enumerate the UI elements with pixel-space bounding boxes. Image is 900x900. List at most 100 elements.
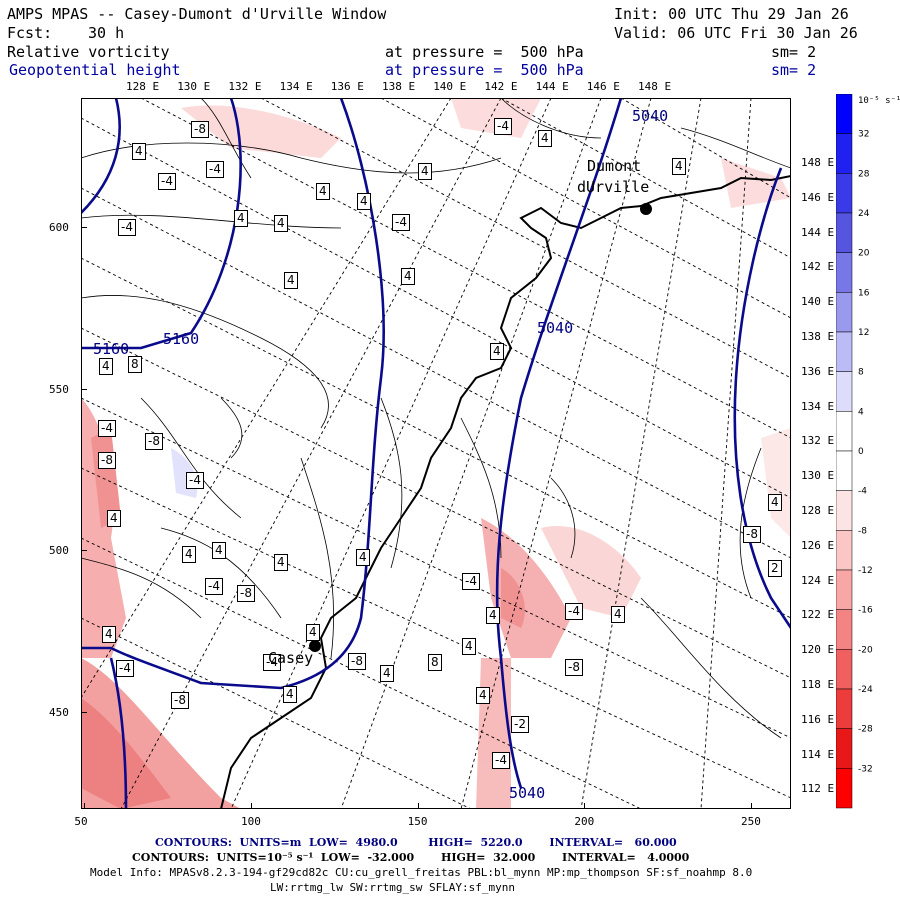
vorticity-contour-label: -4 xyxy=(565,603,583,620)
field2-level: at pressure = 500 hPa xyxy=(385,61,584,79)
right-longitude-label: 112 E xyxy=(801,782,835,796)
colorbar: 32 28 24 20 16 12 8 4 0 -4 -8 -12 -16 -20 -24 -28 -32 xyxy=(836,94,873,809)
vorticity-contour-label: 4 xyxy=(99,358,113,375)
vorticity-contour-label: 4 xyxy=(182,546,196,563)
y-tick-label: 550 xyxy=(49,382,69,396)
right-longitude-label: 114 E xyxy=(801,747,835,761)
top-longitude-label: 132 E xyxy=(228,80,262,93)
vorticity-contour-label: 4 xyxy=(476,687,490,704)
field1-level: at pressure = 500 hPa xyxy=(385,43,584,61)
colorbar-swatch xyxy=(836,609,853,650)
vorticity-contour-label: -8 xyxy=(743,526,761,543)
top-longitude-label: 130 E xyxy=(177,80,211,93)
vorticity-contour-label: 4 xyxy=(490,343,504,360)
top-longitude-label: 142 E xyxy=(484,80,518,93)
vorticity-contour-label: 4 xyxy=(486,607,500,624)
height-label: 5160 xyxy=(93,340,130,358)
colorbar-swatch xyxy=(836,133,853,174)
colorbar-level-label: -32 xyxy=(858,764,873,774)
vorticity-contour-label: -4 xyxy=(206,161,224,178)
vorticity-contour-label: 4 xyxy=(107,510,121,527)
colorbar-swatch xyxy=(836,173,853,214)
colorbar-swatch xyxy=(836,688,853,729)
y-tick-label: 500 xyxy=(49,544,69,558)
vorticity-contour-label: 4 xyxy=(672,158,686,175)
forecast-label: Fcst: xyxy=(7,24,53,42)
vorticity-contour-label: 8 xyxy=(428,654,442,671)
x-tick-label: 100 xyxy=(241,815,261,828)
top-longitude-label: 136 E xyxy=(330,80,364,93)
vorticity-contour-label: 4 xyxy=(418,163,432,180)
footer-height-contours: CONTOURS: UNITS=m LOW= 4980.0 HIGH= 5220… xyxy=(155,836,677,849)
init-time: Init: 00 UTC Thu 29 Jan 26 xyxy=(614,5,849,23)
right-longitude-label: 118 E xyxy=(801,678,835,691)
right-longitude-label: 124 E xyxy=(801,573,835,587)
vorticity-contour-label: -4 xyxy=(263,654,281,671)
right-longitude-label: 120 E xyxy=(801,643,835,657)
colorbar-swatch xyxy=(836,292,853,333)
x-tick-label: 50 xyxy=(74,815,88,828)
chart-title: AMPS MPAS -- Casey-Dumont d'Urville Wind… xyxy=(7,5,387,23)
colorbar-swatch xyxy=(836,411,853,452)
right-longitude-label: 132 E xyxy=(801,434,835,448)
y-tick-mark xyxy=(81,227,87,229)
y-tick-label: 600 xyxy=(49,221,69,235)
field1-name: Relative vorticity xyxy=(7,43,170,61)
height-label: 5040 xyxy=(509,784,546,802)
vorticity-contour-label: -8 xyxy=(237,585,255,602)
colorbar-swatch xyxy=(836,768,853,809)
colorbar-level-label: -4 xyxy=(858,487,867,497)
right-longitude-label: 138 E xyxy=(801,330,835,343)
vorticity-contour-label: 4 xyxy=(306,624,320,641)
vorticity-contour-label: 4 xyxy=(768,494,782,511)
colorbar-swatch xyxy=(836,94,853,134)
vorticity-contour-label: -4 xyxy=(205,578,223,595)
colorbar-level-label: 12 xyxy=(858,328,869,338)
colorbar-swatch xyxy=(836,450,853,491)
top-longitude-label: 146 E xyxy=(586,80,620,93)
station-label-dumont: Dumont xyxy=(587,157,642,175)
colorbar-swatch xyxy=(836,569,853,610)
height-label: 5040 xyxy=(537,319,574,337)
x-tick-mark xyxy=(584,803,586,809)
field2-smoothing: sm= 2 xyxy=(771,61,817,79)
vorticity-contour-label: -4 xyxy=(158,173,176,190)
vorticity-contour-label: 4 xyxy=(316,183,330,200)
vorticity-contour-label: -8 xyxy=(98,452,116,469)
x-tick-mark xyxy=(251,803,252,809)
height-label: 5040 xyxy=(632,107,669,125)
colorbar-level-label: 16 xyxy=(858,288,870,298)
vorticity-contour-label: -4 xyxy=(462,573,480,590)
vorticity-contour-label: -4 xyxy=(492,752,510,769)
station-label-durville: dUrville xyxy=(577,178,650,196)
colorbar-level-label: 28 xyxy=(858,169,870,179)
x-tick-label: 150 xyxy=(407,815,428,828)
vorticity-contour-label: 4 xyxy=(611,606,625,623)
right-longitude-label: 130 E xyxy=(801,469,835,483)
vorticity-contour-label: -4 xyxy=(494,118,512,135)
colorbar-level-label: 4 xyxy=(858,407,864,417)
vorticity-contour-label: -4 xyxy=(118,219,136,236)
vorticity-contour-label: 4 xyxy=(356,549,370,566)
colorbar-level-label: -12 xyxy=(858,566,873,576)
station-label-casey: Casey xyxy=(268,649,314,667)
vorticity-contour-label: -8 xyxy=(191,121,209,138)
dumont-durville-marker xyxy=(640,203,652,215)
footer-model-info: Model Info: MPASv8.2.3-194-gf29cd82c CU:… xyxy=(90,866,753,879)
vorticity-contour-label: -4 xyxy=(98,420,116,437)
colorbar-level-label: -20 xyxy=(858,645,873,655)
colorbar-swatch xyxy=(836,530,853,571)
vorticity-contour-label: 4 xyxy=(212,542,226,559)
casey-marker xyxy=(309,640,321,652)
top-longitude-label: 138 E xyxy=(382,80,416,93)
field1-smoothing: sm= 2 xyxy=(771,43,817,61)
colorbar-swatch xyxy=(836,212,853,253)
colorbar-level-label: 32 xyxy=(858,130,869,140)
top-longitude-label: 148 E xyxy=(638,80,672,93)
height-label: 5160 xyxy=(163,330,200,348)
vorticity-contour-label: 4 xyxy=(274,554,288,571)
right-longitude-label: 128 E xyxy=(801,504,835,517)
x-tick-mark xyxy=(751,803,752,809)
vorticity-contour-label: -8 xyxy=(565,659,583,676)
vorticity-contour-label: -8 xyxy=(145,433,163,450)
